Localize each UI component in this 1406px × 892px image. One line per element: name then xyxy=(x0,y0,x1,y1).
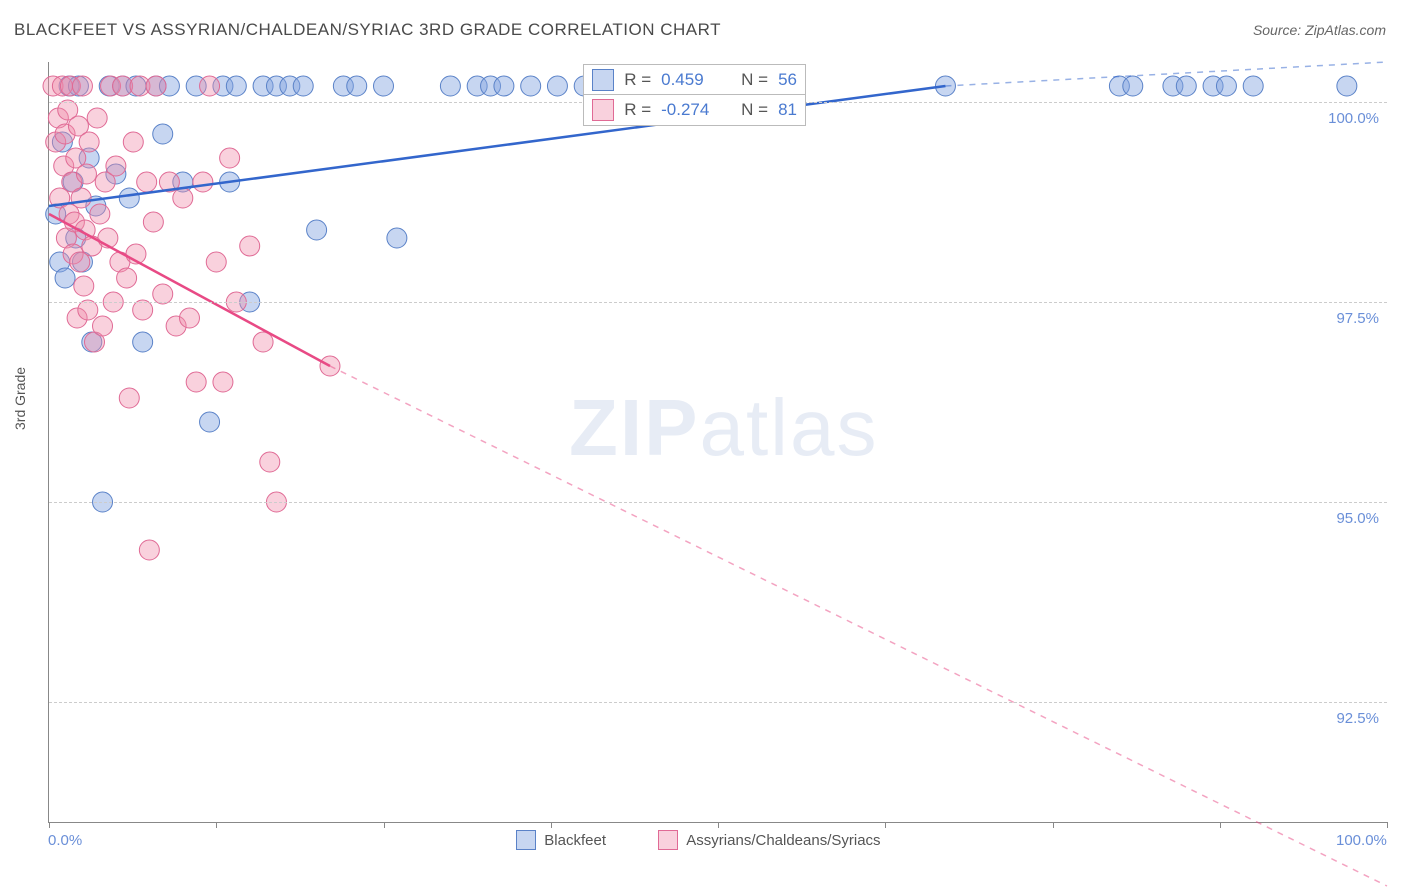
n-value: 81 xyxy=(778,100,797,120)
scatter-point xyxy=(55,268,75,288)
scatter-point xyxy=(153,124,173,144)
scatter-point xyxy=(220,148,240,168)
x-tick-label: 0.0% xyxy=(48,832,82,849)
scatter-point xyxy=(193,172,213,192)
scatter-point xyxy=(547,76,567,96)
scatter-point xyxy=(200,76,220,96)
x-tick-label: 100.0% xyxy=(1336,832,1387,849)
scatter-point xyxy=(179,308,199,328)
scatter-point xyxy=(1123,76,1143,96)
r-label: R = xyxy=(624,70,651,90)
scatter-point xyxy=(1337,76,1357,96)
scatter-point xyxy=(1216,76,1236,96)
scatter-point xyxy=(79,132,99,152)
trend-line-dash xyxy=(330,366,1387,886)
x-tick xyxy=(384,822,385,828)
chart-svg xyxy=(49,62,1387,822)
x-tick xyxy=(49,822,50,828)
scatter-point xyxy=(206,252,226,272)
scatter-point xyxy=(71,188,91,208)
scatter-point xyxy=(494,76,514,96)
r-value: -0.274 xyxy=(661,100,731,120)
scatter-point xyxy=(153,284,173,304)
scatter-point xyxy=(76,164,96,184)
grid-line xyxy=(49,502,1387,503)
x-tick xyxy=(1220,822,1221,828)
y-tick-label: 92.5% xyxy=(1336,710,1379,727)
scatter-point xyxy=(119,188,139,208)
scatter-point xyxy=(260,452,280,472)
scatter-point xyxy=(143,212,163,232)
scatter-point xyxy=(173,188,193,208)
scatter-point xyxy=(226,76,246,96)
y-tick-label: 95.0% xyxy=(1336,510,1379,527)
scatter-point xyxy=(1243,76,1263,96)
scatter-point xyxy=(387,228,407,248)
scatter-point xyxy=(87,108,107,128)
scatter-point xyxy=(133,332,153,352)
source-attribution: Source: ZipAtlas.com xyxy=(1253,22,1386,38)
grid-line xyxy=(49,702,1387,703)
y-axis-label: 3rd Grade xyxy=(12,367,28,430)
scatter-point xyxy=(72,76,92,96)
scatter-point xyxy=(307,220,327,240)
series-legend-item: Blackfeet xyxy=(516,830,606,850)
x-tick xyxy=(885,822,886,828)
scatter-point xyxy=(74,276,94,296)
scatter-point xyxy=(90,204,110,224)
stats-legend-row: R = 0.459 N = 56 xyxy=(583,64,806,96)
scatter-point xyxy=(186,372,206,392)
scatter-point xyxy=(440,76,460,96)
plot-area: ZIPatlas 92.5%95.0%97.5%100.0% xyxy=(48,62,1387,823)
scatter-point xyxy=(347,76,367,96)
x-tick xyxy=(551,822,552,828)
stats-legend-row: R = -0.274 N = 81 xyxy=(583,94,806,126)
x-tick xyxy=(718,822,719,828)
scatter-point xyxy=(521,76,541,96)
r-label: R = xyxy=(624,100,651,120)
scatter-point xyxy=(213,372,233,392)
legend-swatch xyxy=(658,830,678,850)
grid-line xyxy=(49,302,1387,303)
scatter-point xyxy=(293,76,313,96)
legend-label: Assyrians/Chaldeans/Syriacs xyxy=(686,832,880,849)
legend-swatch xyxy=(592,99,614,121)
n-value: 56 xyxy=(778,70,797,90)
y-tick-label: 97.5% xyxy=(1336,310,1379,327)
series-legend-item: Assyrians/Chaldeans/Syriacs xyxy=(658,830,880,850)
scatter-point xyxy=(137,172,157,192)
legend-swatch xyxy=(592,69,614,91)
scatter-point xyxy=(146,76,166,96)
x-tick xyxy=(216,822,217,828)
x-tick xyxy=(1387,822,1388,828)
chart-title: BLACKFEET VS ASSYRIAN/CHALDEAN/SYRIAC 3R… xyxy=(14,20,721,40)
y-tick-label: 100.0% xyxy=(1328,110,1379,127)
scatter-point xyxy=(106,156,126,176)
scatter-point xyxy=(93,316,113,336)
r-value: 0.459 xyxy=(661,70,731,90)
scatter-point xyxy=(123,132,143,152)
legend-swatch xyxy=(516,830,536,850)
scatter-point xyxy=(1176,76,1196,96)
scatter-point xyxy=(200,412,220,432)
trend-line xyxy=(49,86,945,206)
scatter-point xyxy=(78,300,98,320)
scatter-point xyxy=(240,236,260,256)
x-tick xyxy=(1053,822,1054,828)
n-label: N = xyxy=(741,70,768,90)
scatter-point xyxy=(133,300,153,320)
legend-label: Blackfeet xyxy=(544,832,606,849)
scatter-point xyxy=(374,76,394,96)
scatter-point xyxy=(139,540,159,560)
scatter-point xyxy=(117,268,137,288)
n-label: N = xyxy=(741,100,768,120)
scatter-point xyxy=(119,388,139,408)
